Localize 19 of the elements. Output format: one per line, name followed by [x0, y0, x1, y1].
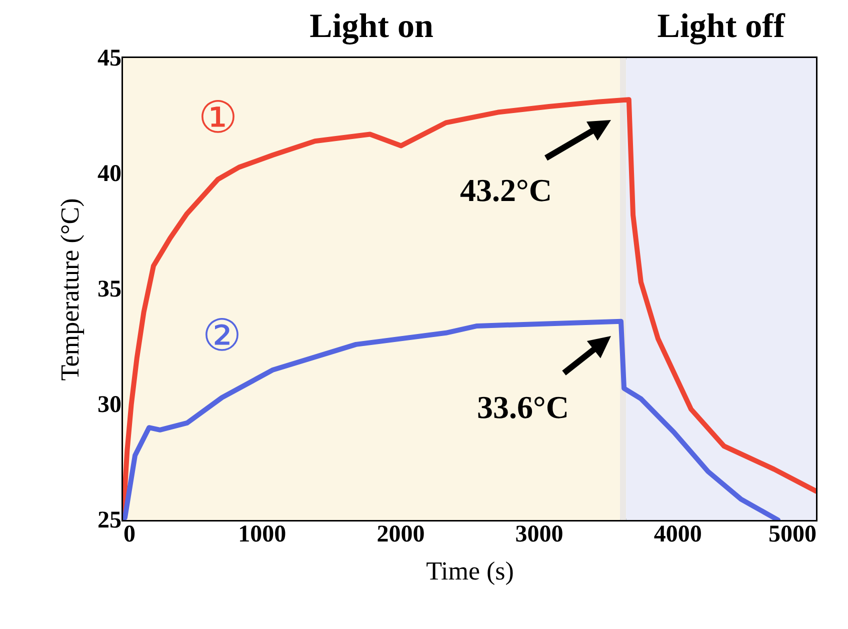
y-axis-title: Temperature (°C) [56, 198, 84, 381]
x-tick-label: 3000 [515, 522, 564, 548]
y-tick-label: 25 [98, 508, 122, 534]
band-label: Light on [310, 8, 434, 45]
annotation: 43.2°C [460, 172, 552, 208]
band-label: Light off [657, 8, 786, 45]
annotation: 33.6°C [477, 389, 569, 425]
x-tick-label: 1000 [238, 522, 286, 548]
x-tick-label: 0 [124, 522, 136, 548]
y-tick-label: 30 [98, 392, 122, 418]
series-label: ② [202, 310, 242, 362]
y-tick-label: 35 [98, 276, 122, 302]
x-axis-title: Time (s) [426, 556, 514, 586]
x-tick-label: 2000 [376, 522, 425, 548]
y-tick-label: 40 [98, 161, 122, 187]
x-tick-label: 5000 [768, 522, 816, 548]
x-tick-label: 4000 [654, 522, 702, 548]
series-label: ① [198, 92, 238, 144]
y-tick-label: 45 [98, 46, 122, 72]
